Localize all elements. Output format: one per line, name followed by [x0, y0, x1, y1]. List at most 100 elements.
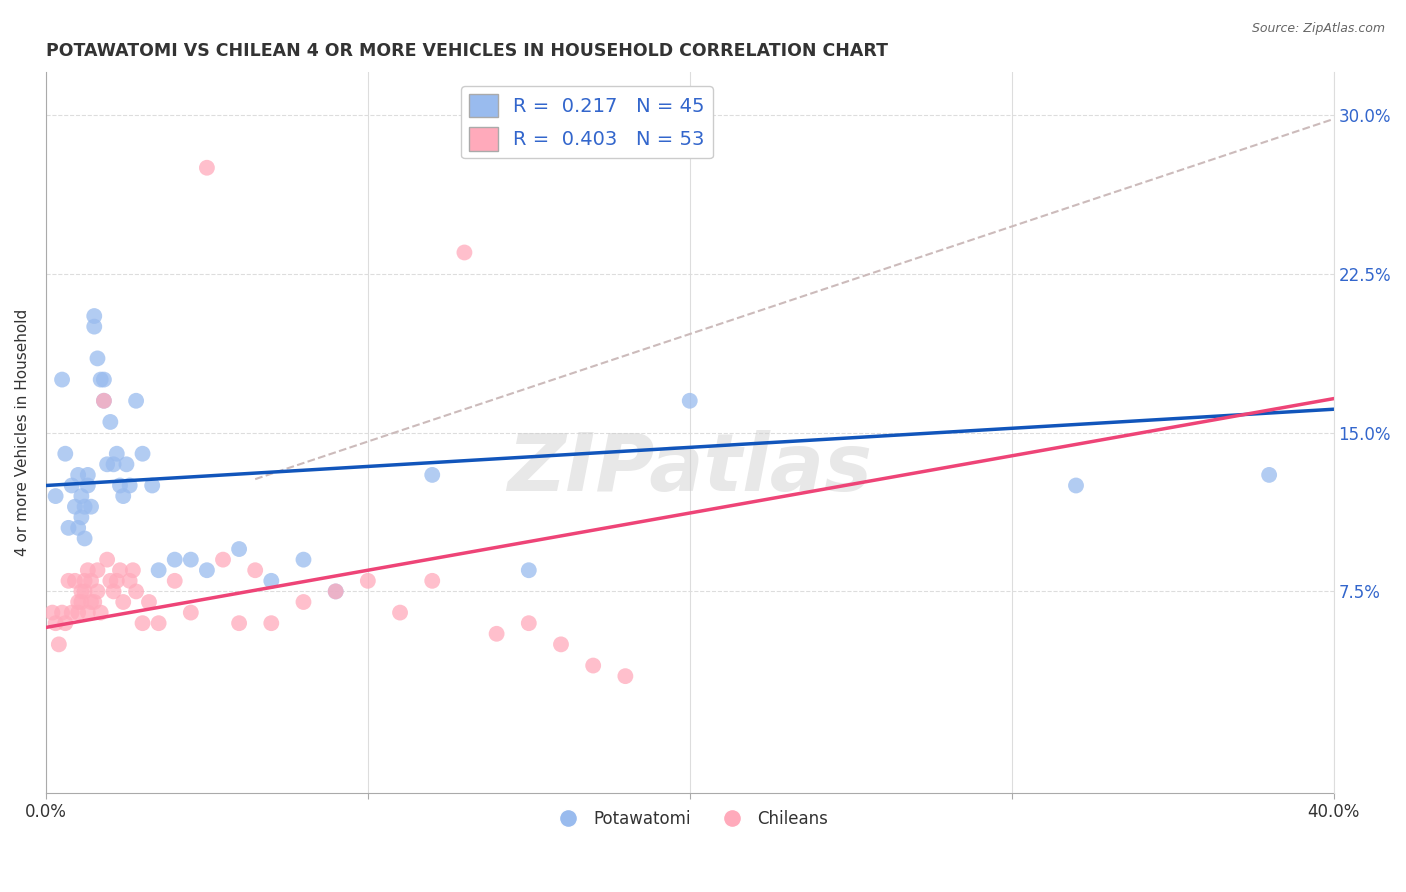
Legend: Potawatomi, Chileans: Potawatomi, Chileans [544, 804, 835, 835]
Point [51, 606, 73, 620]
Point [45, 616, 67, 631]
Point [679, 393, 702, 408]
Point [53, 447, 76, 461]
Point [118, 574, 141, 588]
Point [86, 351, 108, 366]
Point [180, 606, 202, 620]
Point [96, 552, 118, 566]
Point [67, 606, 90, 620]
Point [325, 584, 347, 599]
Point [80, 595, 103, 609]
Point [103, 458, 125, 472]
Point [105, 574, 128, 588]
Point [73, 532, 96, 546]
Text: Source: ZipAtlas.com: Source: ZipAtlas.com [1251, 22, 1385, 36]
Point [70, 584, 93, 599]
Point [58, 521, 80, 535]
Point [86, 563, 108, 577]
Point [112, 489, 135, 503]
Point [138, 595, 160, 609]
Point [485, 627, 508, 641]
Point [389, 606, 412, 620]
Point [93, 393, 115, 408]
Point [83, 319, 105, 334]
Point [108, 563, 131, 577]
Point [76, 563, 98, 577]
Point [83, 595, 105, 609]
Point [70, 595, 93, 609]
Point [67, 595, 90, 609]
Point [60, 478, 83, 492]
Point [67, 467, 90, 482]
Point [325, 584, 347, 599]
Point [98, 574, 121, 588]
Point [73, 574, 96, 588]
Point [292, 552, 315, 566]
Point [83, 309, 105, 323]
Point [260, 616, 283, 631]
Point [163, 552, 186, 566]
Point [70, 510, 93, 524]
Point [141, 478, 163, 492]
Point [93, 373, 115, 387]
Point [60, 606, 83, 620]
Point [122, 563, 145, 577]
Point [131, 447, 153, 461]
Point [51, 373, 73, 387]
Point [260, 574, 283, 588]
Point [1258, 467, 1281, 482]
Point [45, 489, 67, 503]
Point [125, 393, 148, 408]
Point [163, 574, 186, 588]
Point [90, 373, 112, 387]
Point [420, 467, 443, 482]
Text: POTAWATOMI VS CHILEAN 4 OR MORE VEHICLES IN HOUSEHOLD CORRELATION CHART: POTAWATOMI VS CHILEAN 4 OR MORE VEHICLES… [46, 42, 889, 60]
Point [550, 637, 572, 651]
Point [357, 574, 380, 588]
Point [228, 542, 250, 557]
Point [148, 616, 170, 631]
Point [80, 500, 103, 514]
Point [125, 584, 148, 599]
Point [80, 574, 103, 588]
Point [228, 616, 250, 631]
Point [58, 574, 80, 588]
Point [48, 637, 70, 651]
Point [180, 552, 202, 566]
Point [103, 584, 125, 599]
Point [115, 458, 138, 472]
Point [90, 606, 112, 620]
Point [63, 574, 86, 588]
Point [195, 563, 218, 577]
Point [108, 478, 131, 492]
Point [73, 584, 96, 599]
Point [105, 447, 128, 461]
Point [582, 658, 605, 673]
Point [76, 478, 98, 492]
Point [70, 489, 93, 503]
Point [53, 616, 76, 631]
Point [76, 606, 98, 620]
Point [195, 161, 218, 175]
Point [517, 563, 540, 577]
Point [63, 500, 86, 514]
Point [86, 584, 108, 599]
Point [517, 616, 540, 631]
Point [1064, 478, 1087, 492]
Point [420, 574, 443, 588]
Point [118, 478, 141, 492]
Point [148, 563, 170, 577]
Text: ZIPatlas: ZIPatlas [508, 430, 872, 508]
Point [453, 245, 475, 260]
Point [614, 669, 637, 683]
Point [96, 458, 118, 472]
Point [245, 563, 267, 577]
Point [131, 616, 153, 631]
Point [292, 595, 315, 609]
Point [73, 500, 96, 514]
Point [93, 393, 115, 408]
Point [112, 595, 135, 609]
Point [76, 467, 98, 482]
Point [212, 552, 235, 566]
Y-axis label: 4 or more Vehicles in Household: 4 or more Vehicles in Household [15, 309, 30, 557]
